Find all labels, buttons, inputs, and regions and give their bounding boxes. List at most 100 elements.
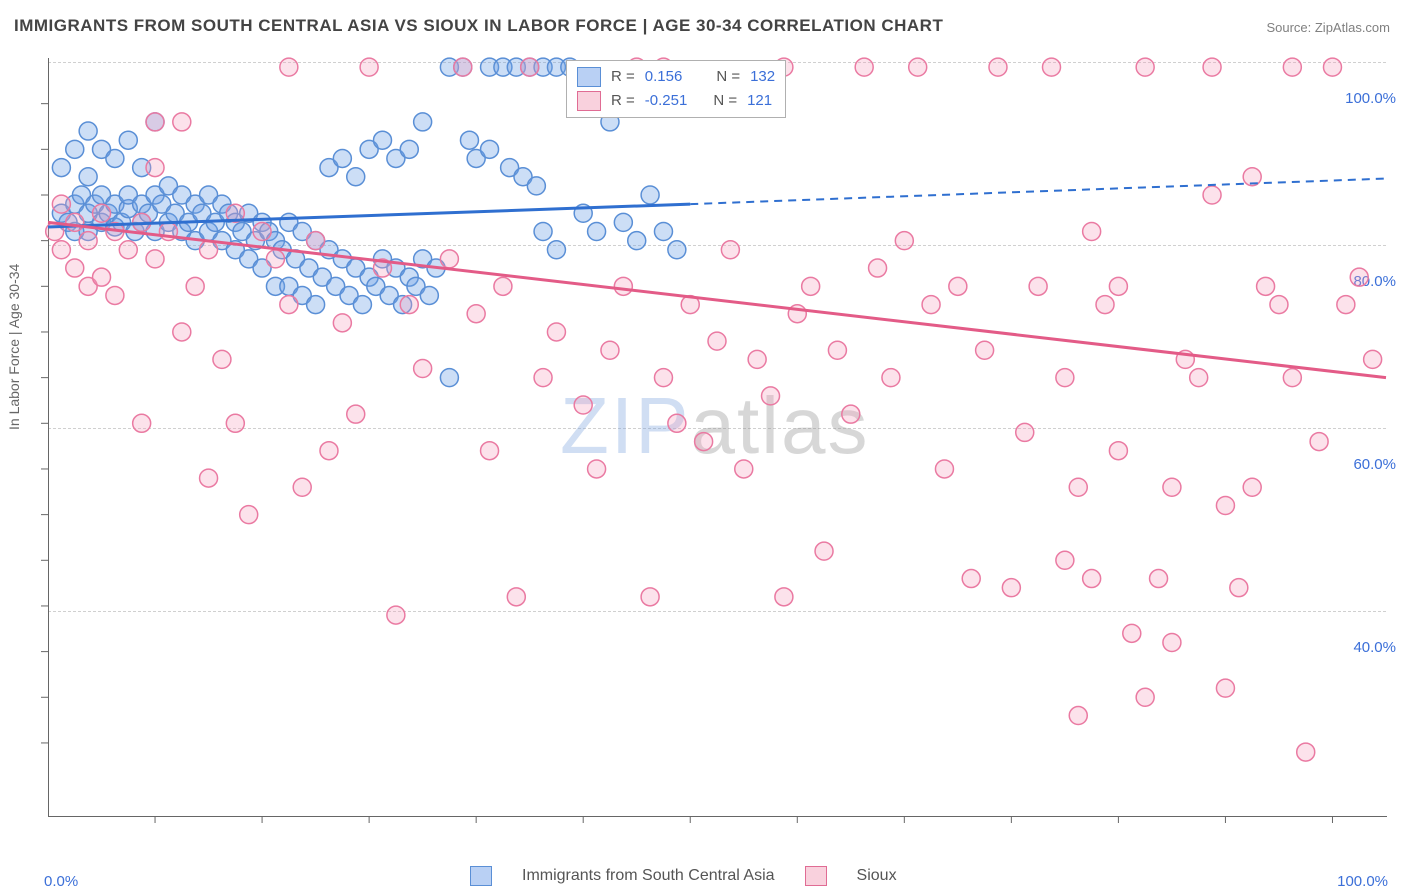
data-point (1216, 496, 1234, 514)
data-point (1350, 268, 1368, 286)
data-point (52, 241, 70, 259)
data-point (534, 369, 552, 387)
data-point (467, 305, 485, 323)
data-point (387, 606, 405, 624)
data-point (347, 405, 365, 423)
data-point (828, 341, 846, 359)
data-point (735, 460, 753, 478)
data-point (802, 277, 820, 295)
data-point (547, 323, 565, 341)
chart-title: IMMIGRANTS FROM SOUTH CENTRAL ASIA VS SI… (14, 16, 943, 36)
data-point (52, 195, 70, 213)
data-point (614, 213, 632, 231)
data-point (1056, 369, 1074, 387)
data-point (66, 140, 84, 158)
data-point (1230, 579, 1248, 597)
source-prefix: Source: (1266, 20, 1314, 35)
legend-series: Immigrants from South Central Asia Sioux (470, 866, 897, 886)
data-point (654, 369, 672, 387)
data-point (1310, 433, 1328, 451)
data-point (922, 296, 940, 314)
data-point (106, 286, 124, 304)
legend-swatch-blue (470, 866, 492, 886)
data-point (240, 506, 258, 524)
data-point (1016, 423, 1034, 441)
data-point (1043, 58, 1061, 76)
legend-stats: R = 0.156 N = 132 R = -0.251 N = 121 (566, 60, 786, 118)
x-tick-min: 0.0% (44, 873, 78, 890)
data-point (976, 341, 994, 359)
data-point (494, 277, 512, 295)
data-point (253, 223, 271, 241)
data-point (186, 277, 204, 295)
data-point (534, 223, 552, 241)
data-point (895, 232, 913, 250)
data-point (775, 588, 793, 606)
data-point (721, 241, 739, 259)
data-point (420, 286, 438, 304)
legend-label-pink: Sioux (857, 867, 897, 885)
data-point (266, 250, 284, 268)
data-point (1216, 679, 1234, 697)
data-point (1323, 58, 1341, 76)
data-point (374, 131, 392, 149)
data-point (1109, 442, 1127, 460)
data-point (440, 369, 458, 387)
data-point (307, 296, 325, 314)
source-link[interactable]: ZipAtlas.com (1315, 20, 1390, 35)
legend-r-label: R = (611, 65, 635, 89)
data-point (1283, 58, 1301, 76)
legend-r-value-blue: 0.156 (645, 65, 683, 89)
data-point (708, 332, 726, 350)
legend-swatch-blue (577, 67, 601, 87)
data-point (668, 241, 686, 259)
data-point (173, 113, 191, 131)
data-point (414, 360, 432, 378)
legend-n-value-blue: 132 (750, 65, 775, 89)
data-point (213, 350, 231, 368)
legend-n-label: N = (716, 65, 740, 89)
data-point (146, 250, 164, 268)
data-point (588, 460, 606, 478)
y-axis-label: In Labor Force | Age 30-34 (6, 264, 22, 430)
data-point (133, 414, 151, 432)
data-point (1096, 296, 1114, 314)
data-point (52, 159, 70, 177)
data-point (869, 259, 887, 277)
data-point (146, 113, 164, 131)
scatter-chart-svg (48, 58, 1386, 816)
data-point (882, 369, 900, 387)
data-point (440, 250, 458, 268)
data-point (1123, 624, 1141, 642)
source-credit: Source: ZipAtlas.com (1266, 20, 1390, 35)
data-point (909, 58, 927, 76)
data-point (1136, 58, 1154, 76)
legend-r-value-pink: -0.251 (645, 89, 688, 113)
data-point (226, 414, 244, 432)
data-point (307, 232, 325, 250)
legend-r-label: R = (611, 89, 635, 113)
data-point (79, 122, 97, 140)
data-point (654, 223, 672, 241)
data-point (588, 223, 606, 241)
data-point (333, 149, 351, 167)
x-tick-max: 100.0% (1337, 873, 1388, 890)
data-point (762, 387, 780, 405)
data-point (173, 323, 191, 341)
data-point (1163, 633, 1181, 651)
data-point (200, 241, 218, 259)
data-point (641, 186, 659, 204)
data-point (1203, 58, 1221, 76)
regression-line-extrapolated (690, 179, 1386, 205)
data-point (280, 58, 298, 76)
data-point (320, 442, 338, 460)
legend-label-blue: Immigrants from South Central Asia (522, 867, 775, 885)
data-point (668, 414, 686, 432)
legend-swatch-pink (577, 91, 601, 111)
data-point (1150, 570, 1168, 588)
data-point (935, 460, 953, 478)
data-point (1203, 186, 1221, 204)
data-point (400, 296, 418, 314)
data-point (1364, 350, 1382, 368)
data-point (360, 58, 378, 76)
